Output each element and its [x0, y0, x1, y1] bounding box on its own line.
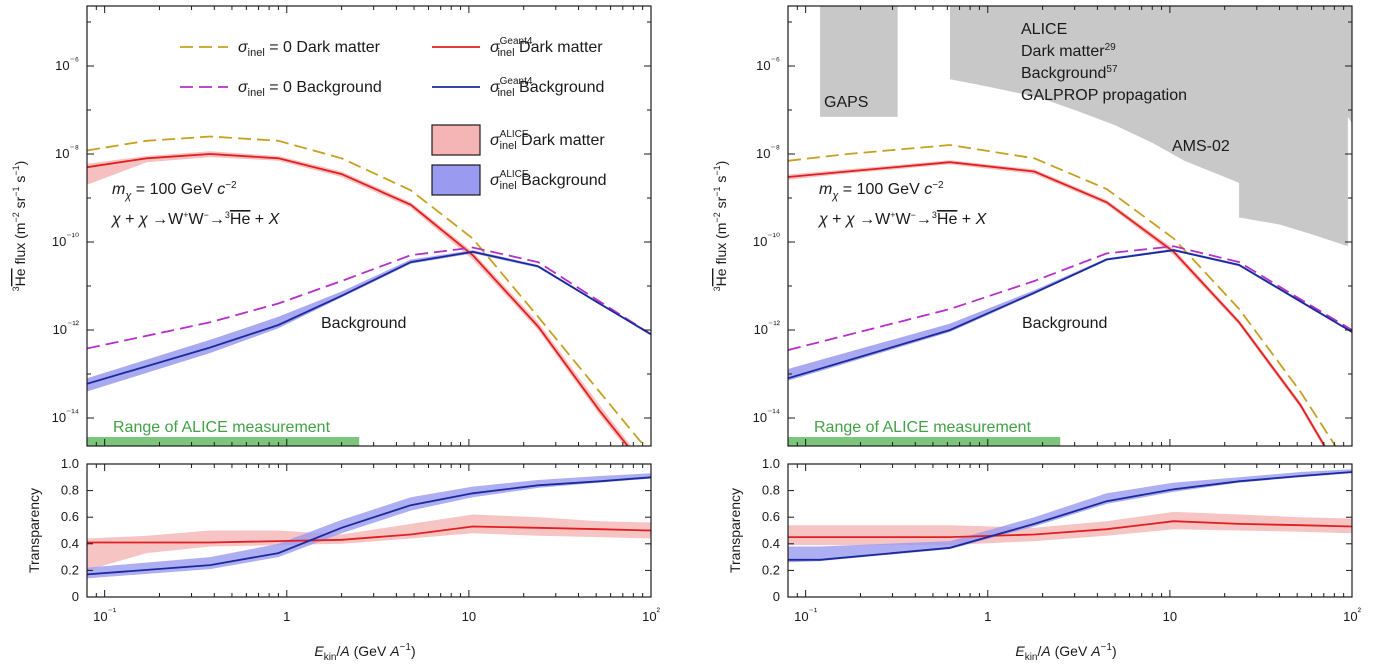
- transparency-tick-label: 0.4: [61, 536, 79, 551]
- gaps-region: [820, 6, 898, 117]
- transparency-y-label: Transparency: [26, 488, 42, 573]
- transparency-line-dark-matter: [87, 525, 651, 544]
- transparency-line-background: [87, 476, 651, 576]
- transparency-tick-label: 0.4: [762, 536, 780, 551]
- annotation-ams02: AMS-02: [1172, 138, 1230, 155]
- annotation-dm-ref: Dark matter29: [1021, 42, 1116, 60]
- legend-label-1: σinel = 0 Background: [238, 79, 382, 99]
- annotation-galprop: GALPROP propagation: [1021, 87, 1187, 104]
- transparency-line-dark-matter: [788, 520, 1352, 538]
- x-tick-label: 10: [462, 609, 476, 624]
- transparency-tick-label: 0.6: [762, 509, 780, 524]
- transparency-band-dark-matter: [87, 514, 651, 571]
- transparency-tick-label: 0.8: [61, 483, 79, 498]
- annotation-process: χ + χ →W+W−→3He + X: [110, 210, 281, 228]
- x-tick-label: 10²: [642, 607, 660, 624]
- legend-label-2: σGeant4 inel Dark matter: [490, 36, 603, 59]
- annotation-bg-ref: Background57: [1021, 64, 1118, 82]
- legend-label-0: σinel = 0 Dark matter: [238, 39, 381, 59]
- transparency-frame: [86, 463, 652, 598]
- flux-tick-label: 10⁻⁸: [756, 144, 780, 161]
- line-dm-sigma-zero: [87, 135, 646, 446]
- annotation-mass: mχ = 100 GeV c−2: [819, 180, 944, 202]
- flux-tick-label: 10⁻¹²: [53, 320, 80, 337]
- flux-tick-label: 10⁻¹²: [754, 320, 781, 337]
- line-bg-geant4: [87, 250, 651, 385]
- x-tick-label: 1: [984, 609, 991, 624]
- x-axis-label: Ekin/A (GeV A−1): [1015, 642, 1116, 663]
- transparency-tick-label: 0.2: [61, 562, 79, 577]
- transparency-plot-area: [788, 469, 1352, 563]
- transparency-tick-label: 0.6: [61, 509, 79, 524]
- legend-band-1: [431, 164, 481, 196]
- line-dm-sigma-zero: [788, 144, 1337, 446]
- x-tick-label: 1: [283, 609, 290, 624]
- ams-02-region: [950, 6, 1352, 247]
- flux-y-label: 3He flux (m−2 sr−1 s−1): [11, 161, 28, 292]
- alice-range-bar: [788, 437, 1061, 446]
- flux-tick-label: 10⁻⁶: [756, 56, 780, 73]
- line-dm-geant4: [788, 161, 1326, 446]
- legend-label-3: σGeant4 inel Background: [490, 76, 604, 99]
- flux-plot-area: [788, 6, 1352, 446]
- flux-y-label: 3He flux (m−2 sr−1 s−1): [712, 161, 729, 292]
- transparency-band-background: [87, 473, 651, 579]
- flux-tick-label: 10⁻⁸: [55, 144, 79, 161]
- line-bg-sigma-zero: [788, 245, 1352, 351]
- annotation-process: χ + χ →W+W−→3He + X: [817, 210, 988, 228]
- legend-band-label-1: σALICE inel Background: [490, 169, 607, 192]
- flux-plot-area: [87, 135, 651, 446]
- x-tick-label: 10: [1163, 609, 1177, 624]
- flux-tick-label: 10⁻¹⁰: [52, 232, 79, 249]
- transparency-tick-label: 0: [72, 589, 79, 604]
- line-dm-geant4: [87, 153, 629, 446]
- transparency-tick-label: 0.8: [762, 483, 780, 498]
- transparency-tick-label: 1.0: [61, 456, 79, 471]
- flux-frame: [787, 5, 1353, 447]
- transparency-plot-area: [87, 473, 651, 579]
- flux-tick-label: 10⁻⁶: [55, 56, 79, 73]
- transparency-band-dark-matter: [788, 511, 1352, 546]
- alice-range-bar: [87, 437, 360, 446]
- annotation-alice-range: Range of ALICE measurement: [113, 419, 331, 436]
- panel-left: 10⁻¹⁴ 10⁻¹² 10⁻¹⁰ 10⁻⁸ 10⁻⁶ 3He flux (m−2 sr−…: [11, 5, 661, 663]
- transparency-band-background: [788, 469, 1352, 563]
- transparency-tick-label: 0.2: [762, 562, 780, 577]
- flux-tick-label: 10⁻¹⁰: [753, 232, 780, 249]
- line-bg-sigma-zero: [87, 246, 651, 350]
- transparency-y-label: Transparency: [727, 488, 743, 573]
- transparency-tick-label: 1.0: [762, 456, 780, 471]
- legend-band-label-0: σALICE inel Dark matter: [490, 129, 605, 152]
- x-tick-label: 10⁻¹: [794, 607, 818, 624]
- legend-band-0: [431, 124, 481, 156]
- annotation-alice-range: Range of ALICE measurement: [814, 419, 1032, 436]
- annotation-background: Background: [1022, 315, 1107, 332]
- x-axis-label: Ekin/A (GeV A−1): [314, 642, 415, 663]
- annotation-gaps: GAPS: [824, 94, 868, 111]
- x-tick-label: 10⁻¹: [93, 607, 117, 624]
- annotation-mass: mχ = 100 GeV c−2: [112, 180, 237, 202]
- line-bg-geant4: [788, 249, 1352, 380]
- flux-frame: [86, 5, 652, 447]
- annotation-alice: ALICE: [1021, 21, 1067, 38]
- flux-tick-label: 10⁻¹⁴: [753, 408, 780, 425]
- transparency-frame: [787, 463, 1353, 598]
- transparency-tick-label: 0: [773, 589, 780, 604]
- annotation-background: Background: [321, 315, 406, 332]
- x-tick-label: 10²: [1343, 607, 1361, 624]
- transparency-line-background: [788, 471, 1352, 561]
- band-background: [788, 248, 1352, 381]
- flux-tick-label: 10⁻¹⁴: [52, 408, 79, 425]
- panel-right: 10⁻¹⁴ 10⁻¹² 10⁻¹⁰ 10⁻⁸ 10⁻⁶ 3He flux (m−2 sr−…: [712, 5, 1362, 663]
